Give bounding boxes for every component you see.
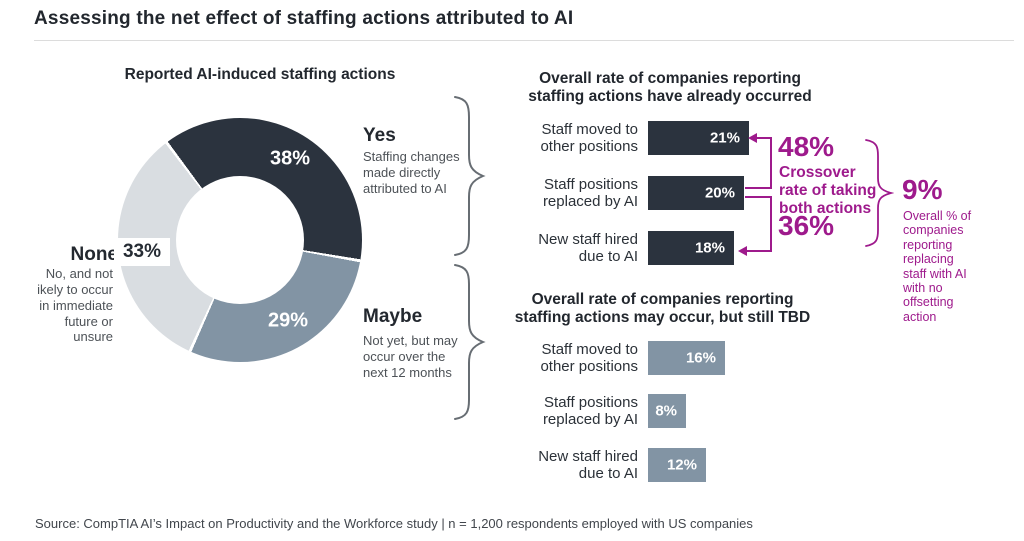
- donut-desc-none: No, and not ikely to occur in immediate …: [37, 266, 113, 345]
- crossover-connector-line: [745, 187, 772, 189]
- crossover-rate-bottom-stat: 36%: [778, 210, 835, 241]
- tbd-bar-1: 16%: [648, 341, 725, 375]
- net-replacement-label: Overall % of companies reporting replaci…: [903, 209, 972, 324]
- donut-maybe-pct-label: 29%: [267, 309, 309, 332]
- occurred-bar-value-3: 18%: [694, 239, 725, 257]
- donut-label-maybe: Maybe: [363, 306, 423, 327]
- crossover-connector-line: [756, 137, 772, 139]
- tbd-bar-value-3: 12%: [666, 456, 697, 474]
- occurred-bar-value-1: 21%: [709, 129, 740, 147]
- crossover-connector-line: [747, 250, 772, 252]
- brace-maybe-icon: [454, 264, 486, 420]
- occurred-chart-title: Overall rate of companies reporting staf…: [528, 70, 812, 106]
- donut-none-pct-label: 33%: [114, 238, 170, 266]
- tbd-bar-3: 12%: [648, 448, 706, 482]
- occurred-bar-3: 18%: [648, 231, 734, 265]
- brace-yes-icon: [454, 96, 486, 256]
- tbd-row-label-3: New staff hired due to AI: [538, 447, 638, 482]
- donut-desc-yes: Staffing changes made directly attribute…: [363, 149, 460, 196]
- donut-desc-maybe: Not yet, but may occur over the next 12 …: [363, 333, 458, 380]
- crossover-connector-line: [770, 196, 772, 252]
- tbd-row-label-2: Staff positions replaced by AI: [542, 393, 638, 428]
- source-citation: Source: CompTIA AI’s Impact on Productiv…: [35, 516, 753, 531]
- donut-chart-title: Reported AI-induced staffing actions: [124, 66, 396, 83]
- occurred-row-label-1: Staff moved to other positions: [540, 120, 638, 155]
- occurred-bar-2: 20%: [648, 176, 744, 210]
- occurred-bar-value-2: 20%: [704, 184, 735, 202]
- occurred-row-label-3: New staff hired due to AI: [538, 230, 638, 265]
- brace-crossover-icon: [865, 139, 894, 247]
- tbd-bar-value-2: 8%: [655, 402, 677, 420]
- net-replacement-stat: 9%: [902, 174, 943, 205]
- title-divider: [34, 40, 1014, 41]
- occurred-row-label-2: Staff positions replaced by AI: [542, 175, 638, 210]
- donut-yes-pct-label: 38%: [269, 147, 311, 170]
- donut-label-yes: Yes: [363, 125, 396, 146]
- donut-label-none: None: [70, 244, 119, 265]
- crossover-connector-line: [770, 137, 772, 189]
- crossover-rate-top-stat: 48%: [778, 131, 835, 162]
- donut-hole: [176, 176, 304, 304]
- crossover-connector-line: [745, 196, 772, 198]
- tbd-bar-2: 8%: [648, 394, 686, 428]
- page-title: Assessing the net effect of staffing act…: [34, 8, 574, 29]
- arrow-left-icon: [738, 246, 747, 256]
- tbd-chart-title: Overall rate of companies reporting staf…: [514, 291, 811, 327]
- arrow-left-icon: [748, 133, 757, 143]
- occurred-bar-1: 21%: [648, 121, 749, 155]
- crossover-rate-label: Crossover rate of taking both actions: [779, 164, 877, 217]
- tbd-row-label-1: Staff moved to other positions: [540, 340, 638, 375]
- tbd-bar-value-1: 16%: [685, 349, 716, 367]
